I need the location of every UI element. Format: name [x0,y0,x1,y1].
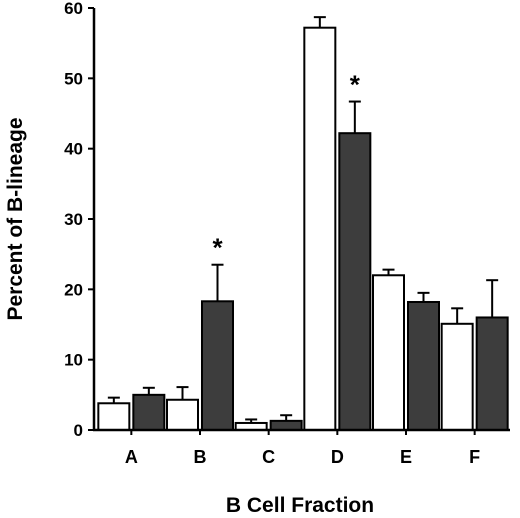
y-tick-label-30: 30 [64,210,83,229]
y-tick-label-60: 60 [64,0,83,18]
y-tick-label-40: 40 [64,140,83,159]
y-tick-label-0: 0 [74,421,83,440]
x-tick-label-D: D [331,447,344,467]
x-tick-label-B: B [194,447,207,467]
bar-E-1 [372,274,405,431]
x-tick-label-F: F [469,447,480,467]
bar-D-2 [338,132,372,431]
bar-E-2 [407,300,440,432]
y-tick-label-10: 10 [64,351,83,370]
bar-A-1 [97,402,131,432]
axes [88,7,510,435]
bars [97,16,509,432]
x-tick-label-E: E [400,447,412,467]
x-tick-label-A: A [125,447,138,467]
bar-D-1 [303,26,337,432]
bar-F-2 [475,316,509,432]
significance-marker-B: * [212,233,223,263]
bar-A-2 [132,393,166,432]
bar-C-2 [269,419,303,431]
bar-F-1 [440,322,474,431]
significance-marker-D: * [350,70,361,100]
x-tick-label-C: C [262,447,275,467]
bar-B-2 [201,300,234,432]
y-axis-title: Percent of B-lineage [4,117,27,320]
x-axis-title: B Cell Fraction [226,494,374,517]
y-tick-label-50: 50 [64,69,83,88]
labels: 0 10 20 30 40 50 60 A * B C * D E F [64,0,480,467]
bar-B-1 [166,398,199,431]
y-tick-label-20: 20 [64,280,83,299]
